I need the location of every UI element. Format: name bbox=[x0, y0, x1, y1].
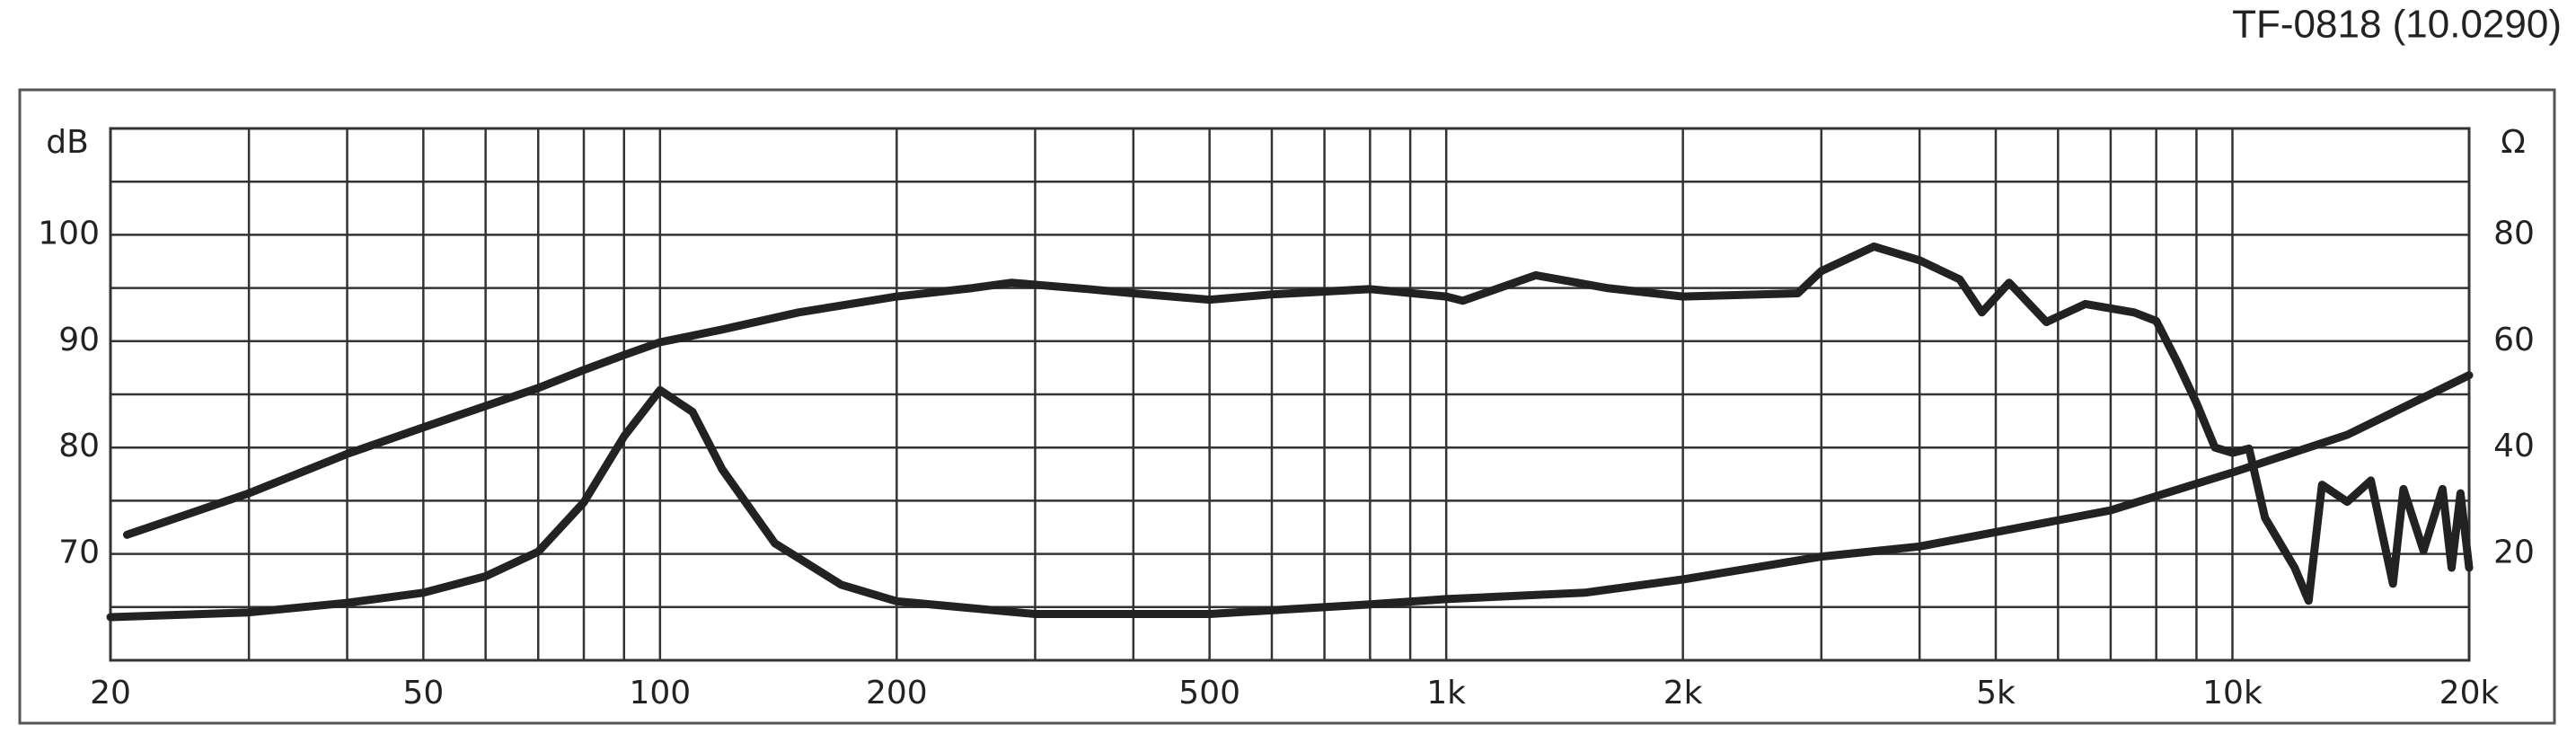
x-tick-label: 50 bbox=[402, 675, 444, 711]
y-tick-label: 80 bbox=[58, 428, 100, 464]
y2-tick-label: 40 bbox=[2493, 428, 2535, 464]
y-tick-label: 90 bbox=[58, 322, 100, 358]
x-tick-label: 200 bbox=[866, 675, 928, 711]
y-axis-label: dB bbox=[46, 124, 89, 161]
series-line bbox=[123, 242, 2474, 605]
y2-tick-label: 60 bbox=[2493, 322, 2535, 358]
chart-title: TF-0818 (10.0290) bbox=[2232, 3, 2562, 47]
series-line bbox=[106, 371, 2474, 622]
x-tick-label: 1k bbox=[1426, 675, 1466, 711]
y2-tick-label: 20 bbox=[2493, 535, 2535, 571]
x-tick-label: 5k bbox=[1976, 675, 2016, 711]
y-tick-label: 70 bbox=[58, 535, 100, 571]
x-tick-label: 100 bbox=[629, 675, 691, 711]
x-tick-label: 20k bbox=[2439, 675, 2500, 711]
y2-axis-label: Ω bbox=[2501, 124, 2526, 161]
y2-tick-label: 80 bbox=[2493, 215, 2535, 252]
frame bbox=[18, 88, 2556, 725]
x-tick-label: 500 bbox=[1178, 675, 1240, 711]
x-tick-label: 20 bbox=[90, 675, 131, 711]
x-tick-label: 2k bbox=[1663, 675, 1703, 711]
y-tick-label: 100 bbox=[38, 215, 100, 252]
plot-border bbox=[109, 127, 2471, 662]
x-tick-label: 10k bbox=[2202, 675, 2263, 711]
